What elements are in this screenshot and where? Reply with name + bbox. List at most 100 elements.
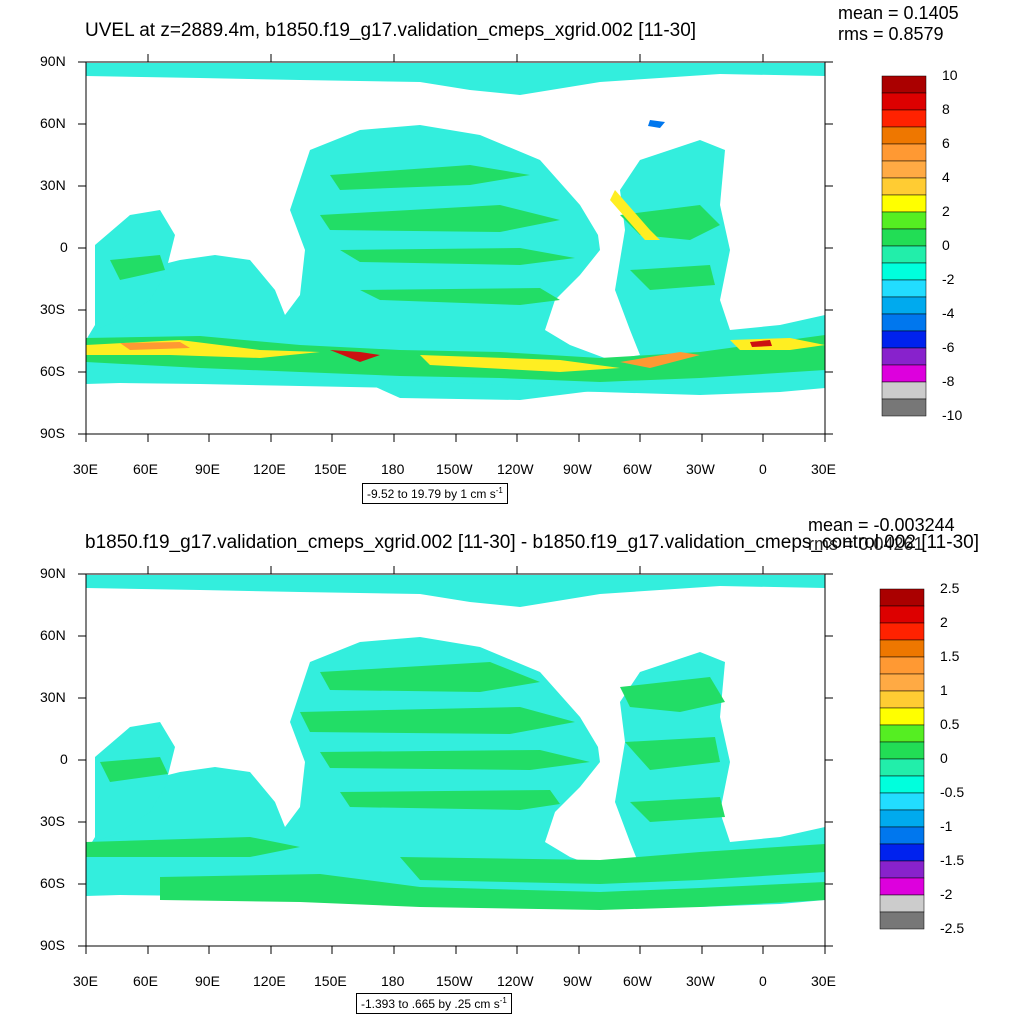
colorbar-segment xyxy=(879,741,925,760)
colorbar-segment xyxy=(879,758,925,777)
lon-label: 180 xyxy=(381,461,405,477)
colorbar-segment xyxy=(881,398,927,417)
lat-label: 90S xyxy=(40,937,65,953)
colorbar-segment xyxy=(881,364,927,383)
colorbar-segment xyxy=(879,860,925,879)
colorbar-segment xyxy=(881,75,927,94)
unit-exponent: -1 xyxy=(495,486,503,495)
map-area xyxy=(86,62,825,434)
lon-label: 0 xyxy=(759,973,767,989)
lat-label: 90N xyxy=(40,565,66,581)
lat-label: 60N xyxy=(40,115,66,131)
lon-label: 90E xyxy=(195,973,220,989)
colorbar-segment xyxy=(881,194,927,213)
colorbar-segment xyxy=(881,211,927,230)
colorbar-segment xyxy=(879,690,925,709)
lon-label: 30E xyxy=(73,461,98,477)
mean-stat: mean = -0.003244 xyxy=(808,515,955,535)
plot-title: b1850.f19_g17.validation_cmeps_xgrid.002… xyxy=(85,532,979,553)
contour-range-text: -1.393 to .665 by .25 cm s xyxy=(361,997,500,1011)
colorbar-label: -2 xyxy=(942,271,955,287)
lon-label: 0 xyxy=(759,461,767,477)
tick-marks xyxy=(78,54,833,442)
lon-label: 60E xyxy=(133,973,158,989)
lon-label: 120E xyxy=(253,973,286,989)
colorbar-segment xyxy=(879,775,925,794)
lat-label: 0 xyxy=(60,751,68,767)
lon-label: 30E xyxy=(73,973,98,989)
colorbar-segment xyxy=(881,109,927,128)
colorbar-segment xyxy=(881,347,927,366)
colorbar-segment xyxy=(881,313,927,332)
lat-label: 90N xyxy=(40,53,66,69)
colorbar-label: 0 xyxy=(942,237,950,253)
colorbar-segment xyxy=(881,92,927,111)
colorbar-segment xyxy=(879,826,925,845)
lat-label: 60N xyxy=(40,627,66,643)
colorbar-label: 1.5 xyxy=(940,648,960,664)
map-svg xyxy=(78,54,927,442)
lat-label: 30N xyxy=(40,689,66,705)
colorbar-label: 2 xyxy=(942,203,950,219)
lon-label: 150E xyxy=(314,973,347,989)
colorbar-segment xyxy=(881,143,927,162)
colorbar-segment xyxy=(881,245,927,264)
colorbar-label: -2 xyxy=(940,886,953,902)
colorbar-segment xyxy=(879,622,925,641)
lon-label: 120E xyxy=(253,461,286,477)
colorbar-segment xyxy=(879,724,925,743)
colorbar-label: 2 xyxy=(940,614,948,630)
mean-stat: mean = 0.1405 xyxy=(838,3,959,23)
colorbar-label: 0 xyxy=(940,750,948,766)
unit-exponent: -1 xyxy=(499,996,507,1005)
lon-label: 180 xyxy=(381,973,405,989)
lon-label: 30E xyxy=(811,973,836,989)
colorbar-segment xyxy=(881,177,927,196)
colorbar-segment xyxy=(879,792,925,811)
map-area xyxy=(86,574,825,946)
colorbar-segment xyxy=(881,160,927,179)
colorbar-segment xyxy=(879,656,925,675)
colorbar-segment xyxy=(879,843,925,862)
lon-label: 90E xyxy=(195,461,220,477)
colorbar-segment xyxy=(879,707,925,726)
lat-label: 60S xyxy=(40,363,65,379)
colorbar-segment xyxy=(881,381,927,400)
contour-range-text: -9.52 to 19.79 by 1 cm s xyxy=(367,487,496,501)
lon-label: 60E xyxy=(133,461,158,477)
colorbar xyxy=(879,588,925,930)
colorbar-label: -6 xyxy=(942,339,955,355)
contour-range-box: -1.393 to .665 by .25 cm s-1 xyxy=(356,993,512,1014)
lat-label: 60S xyxy=(40,875,65,891)
colorbar-segment xyxy=(881,279,927,298)
lon-label: 150W xyxy=(436,461,473,477)
colorbar-label: 8 xyxy=(942,101,950,117)
colorbar-segment xyxy=(879,673,925,692)
panel-bottom: b1850.f19_g17.validation_cmeps_xgrid.002… xyxy=(0,512,1024,1024)
colorbar-segment xyxy=(881,228,927,247)
colorbar-label: 1 xyxy=(940,682,948,698)
map-svg xyxy=(78,566,925,954)
colorbar-segment xyxy=(879,588,925,607)
lon-label: 30W xyxy=(686,461,715,477)
rms-stat: rms = 0.8579 xyxy=(838,24,944,44)
colorbar-label: -1 xyxy=(940,818,953,834)
colorbar-label: -1.5 xyxy=(940,852,965,868)
colorbar-segment xyxy=(881,126,927,145)
colorbar-segment xyxy=(879,894,925,913)
rms-stat: rms = 0.04261 xyxy=(808,534,924,554)
lon-label: 60W xyxy=(623,973,652,989)
colorbar-segment xyxy=(879,911,925,930)
lon-label: 60W xyxy=(623,461,652,477)
lon-label: 30E xyxy=(811,461,836,477)
colorbar-label: 4 xyxy=(942,169,950,185)
colorbar-label: -4 xyxy=(942,305,955,321)
lon-label: 120W xyxy=(497,461,534,477)
colorbar-segment xyxy=(881,262,927,281)
colorbar-label: -8 xyxy=(942,373,955,389)
colorbar-segment xyxy=(879,639,925,658)
colorbar-segment xyxy=(881,296,927,315)
colorbar-label: 10 xyxy=(942,67,958,83)
lon-label: 90W xyxy=(563,461,592,477)
colorbar-segment xyxy=(879,605,925,624)
